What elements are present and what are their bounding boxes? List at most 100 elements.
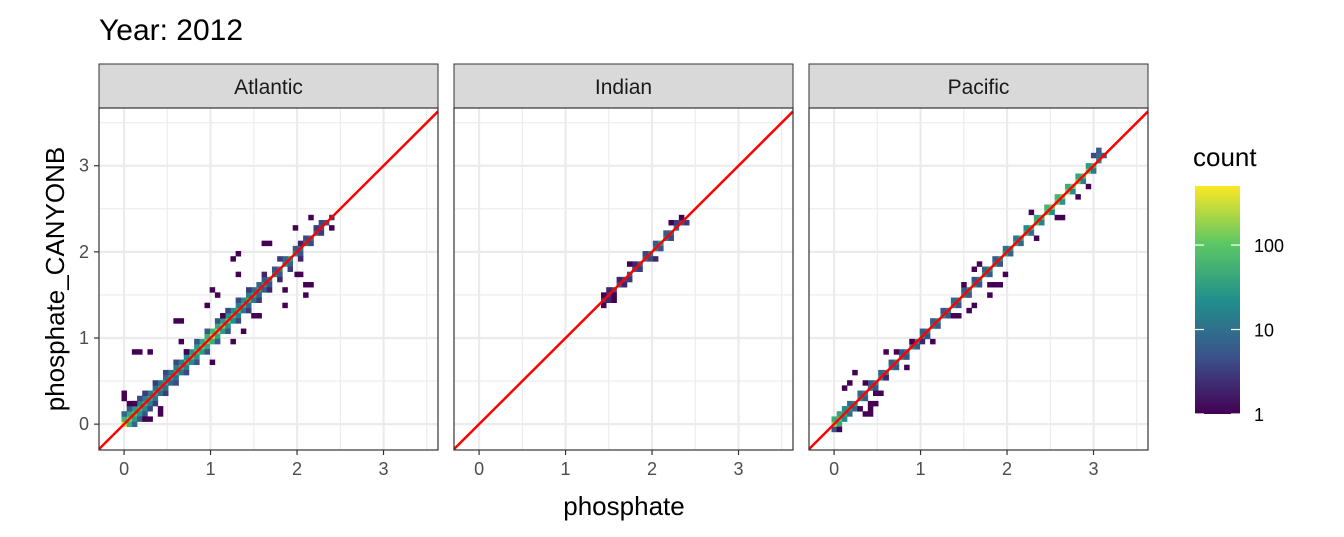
histogram-bin — [867, 411, 874, 417]
x-tick-label: 0 — [474, 459, 484, 479]
histogram-bin — [277, 256, 283, 262]
histogram-bin — [852, 369, 858, 376]
histogram-bin — [246, 307, 252, 314]
histogram-bin — [872, 390, 879, 397]
histogram-bin — [857, 406, 863, 412]
x-tick-label: 1 — [206, 459, 216, 479]
histogram-bin — [893, 349, 900, 355]
histogram-bin — [297, 251, 304, 257]
histogram-bin — [940, 307, 946, 314]
chart-title: Year: 2012 — [99, 14, 243, 47]
histogram-bin — [909, 338, 915, 345]
histogram-bin — [277, 271, 283, 278]
histogram-bin — [188, 359, 195, 366]
histogram-bin — [209, 359, 216, 366]
histogram-bin — [271, 266, 278, 272]
histogram-bin — [862, 380, 869, 386]
histogram-bin — [601, 302, 607, 309]
histogram-bin — [251, 297, 257, 303]
histogram-bin — [261, 276, 268, 283]
histogram-bin — [126, 421, 133, 428]
histogram-bin — [303, 292, 309, 298]
histogram-bin — [867, 406, 874, 412]
histogram-bin — [1059, 199, 1066, 205]
facet-strip — [808, 63, 1149, 109]
histogram-bin — [152, 395, 159, 402]
histogram-bin — [142, 406, 148, 412]
histogram-bin — [137, 411, 143, 417]
facet-panel-pacific: Pacific 0 1 2 3 — [808, 63, 1149, 479]
histogram-bin — [883, 375, 889, 381]
histogram-bin — [152, 385, 159, 391]
histogram-bin — [230, 307, 236, 314]
histogram-bin — [188, 349, 195, 355]
histogram-bin — [173, 318, 179, 324]
histogram-bin — [246, 287, 252, 293]
histogram-bin — [642, 251, 649, 257]
histogram-bin — [178, 369, 185, 376]
histogram-bin — [204, 349, 210, 355]
histogram-bin — [1090, 152, 1097, 159]
histogram-bin — [308, 282, 314, 288]
histogram-bin — [246, 302, 252, 309]
x-axis-label: phosphate — [563, 491, 684, 521]
histogram-bin — [997, 282, 1004, 288]
histogram-bin — [847, 411, 853, 417]
histogram-bin — [878, 369, 884, 376]
histogram-bin — [898, 349, 905, 355]
histogram-bin — [183, 369, 190, 376]
panel-border — [453, 107, 794, 451]
histogram-bin — [987, 292, 993, 298]
x-tick-label: 0 — [829, 459, 839, 479]
histogram-bin — [956, 302, 962, 309]
histogram-bin — [878, 390, 884, 397]
histogram-bin — [971, 302, 978, 309]
histogram-bin — [297, 240, 304, 247]
histogram-bin — [950, 297, 957, 303]
histogram-bin — [209, 338, 216, 345]
histogram-bin — [611, 297, 617, 303]
identity-line — [98, 110, 439, 451]
histogram-bin — [194, 354, 200, 360]
histogram-bin — [836, 411, 843, 417]
y-tick-label: 0 — [79, 414, 89, 434]
histogram-bin — [235, 302, 242, 309]
histogram-bin — [178, 359, 185, 366]
histogram-bin — [914, 344, 920, 350]
histogram-bin — [1075, 173, 1081, 179]
histogram-bin — [147, 406, 153, 412]
histogram-bin — [329, 225, 335, 231]
histogram-bin — [256, 313, 262, 319]
legend-tick-label: 100 — [1254, 236, 1284, 256]
histogram-bin — [157, 380, 164, 386]
y-tick-label: 2 — [79, 242, 89, 262]
histogram-bin — [611, 292, 617, 298]
histogram-bin — [157, 390, 164, 397]
histogram-bin — [883, 349, 889, 355]
histogram-bin — [961, 287, 967, 293]
histogram-bin — [162, 375, 169, 381]
x-tick-label: 2 — [292, 459, 302, 479]
histogram-bin — [287, 261, 294, 267]
histogram-bin — [930, 338, 936, 345]
histogram-bin — [225, 323, 231, 329]
histogram-bin — [1059, 214, 1066, 221]
histogram-bin — [147, 400, 153, 407]
histogram-bin — [194, 344, 200, 350]
histogram-bin — [303, 235, 309, 241]
histogram-bin — [204, 328, 210, 335]
histogram-bin — [836, 426, 843, 433]
histogram-bin — [867, 400, 874, 407]
histogram-bin — [246, 292, 252, 298]
x-tick-label: 3 — [1089, 459, 1099, 479]
histogram-bin — [318, 230, 325, 236]
histogram-bin — [194, 359, 200, 366]
histogram-bin — [1085, 183, 1092, 190]
histogram-bin — [214, 333, 221, 340]
histogram-bin — [673, 219, 680, 226]
histogram-bin — [168, 369, 174, 376]
histogram-bin — [601, 292, 607, 298]
histogram-bin — [287, 266, 294, 272]
histogram-bin — [235, 318, 242, 324]
